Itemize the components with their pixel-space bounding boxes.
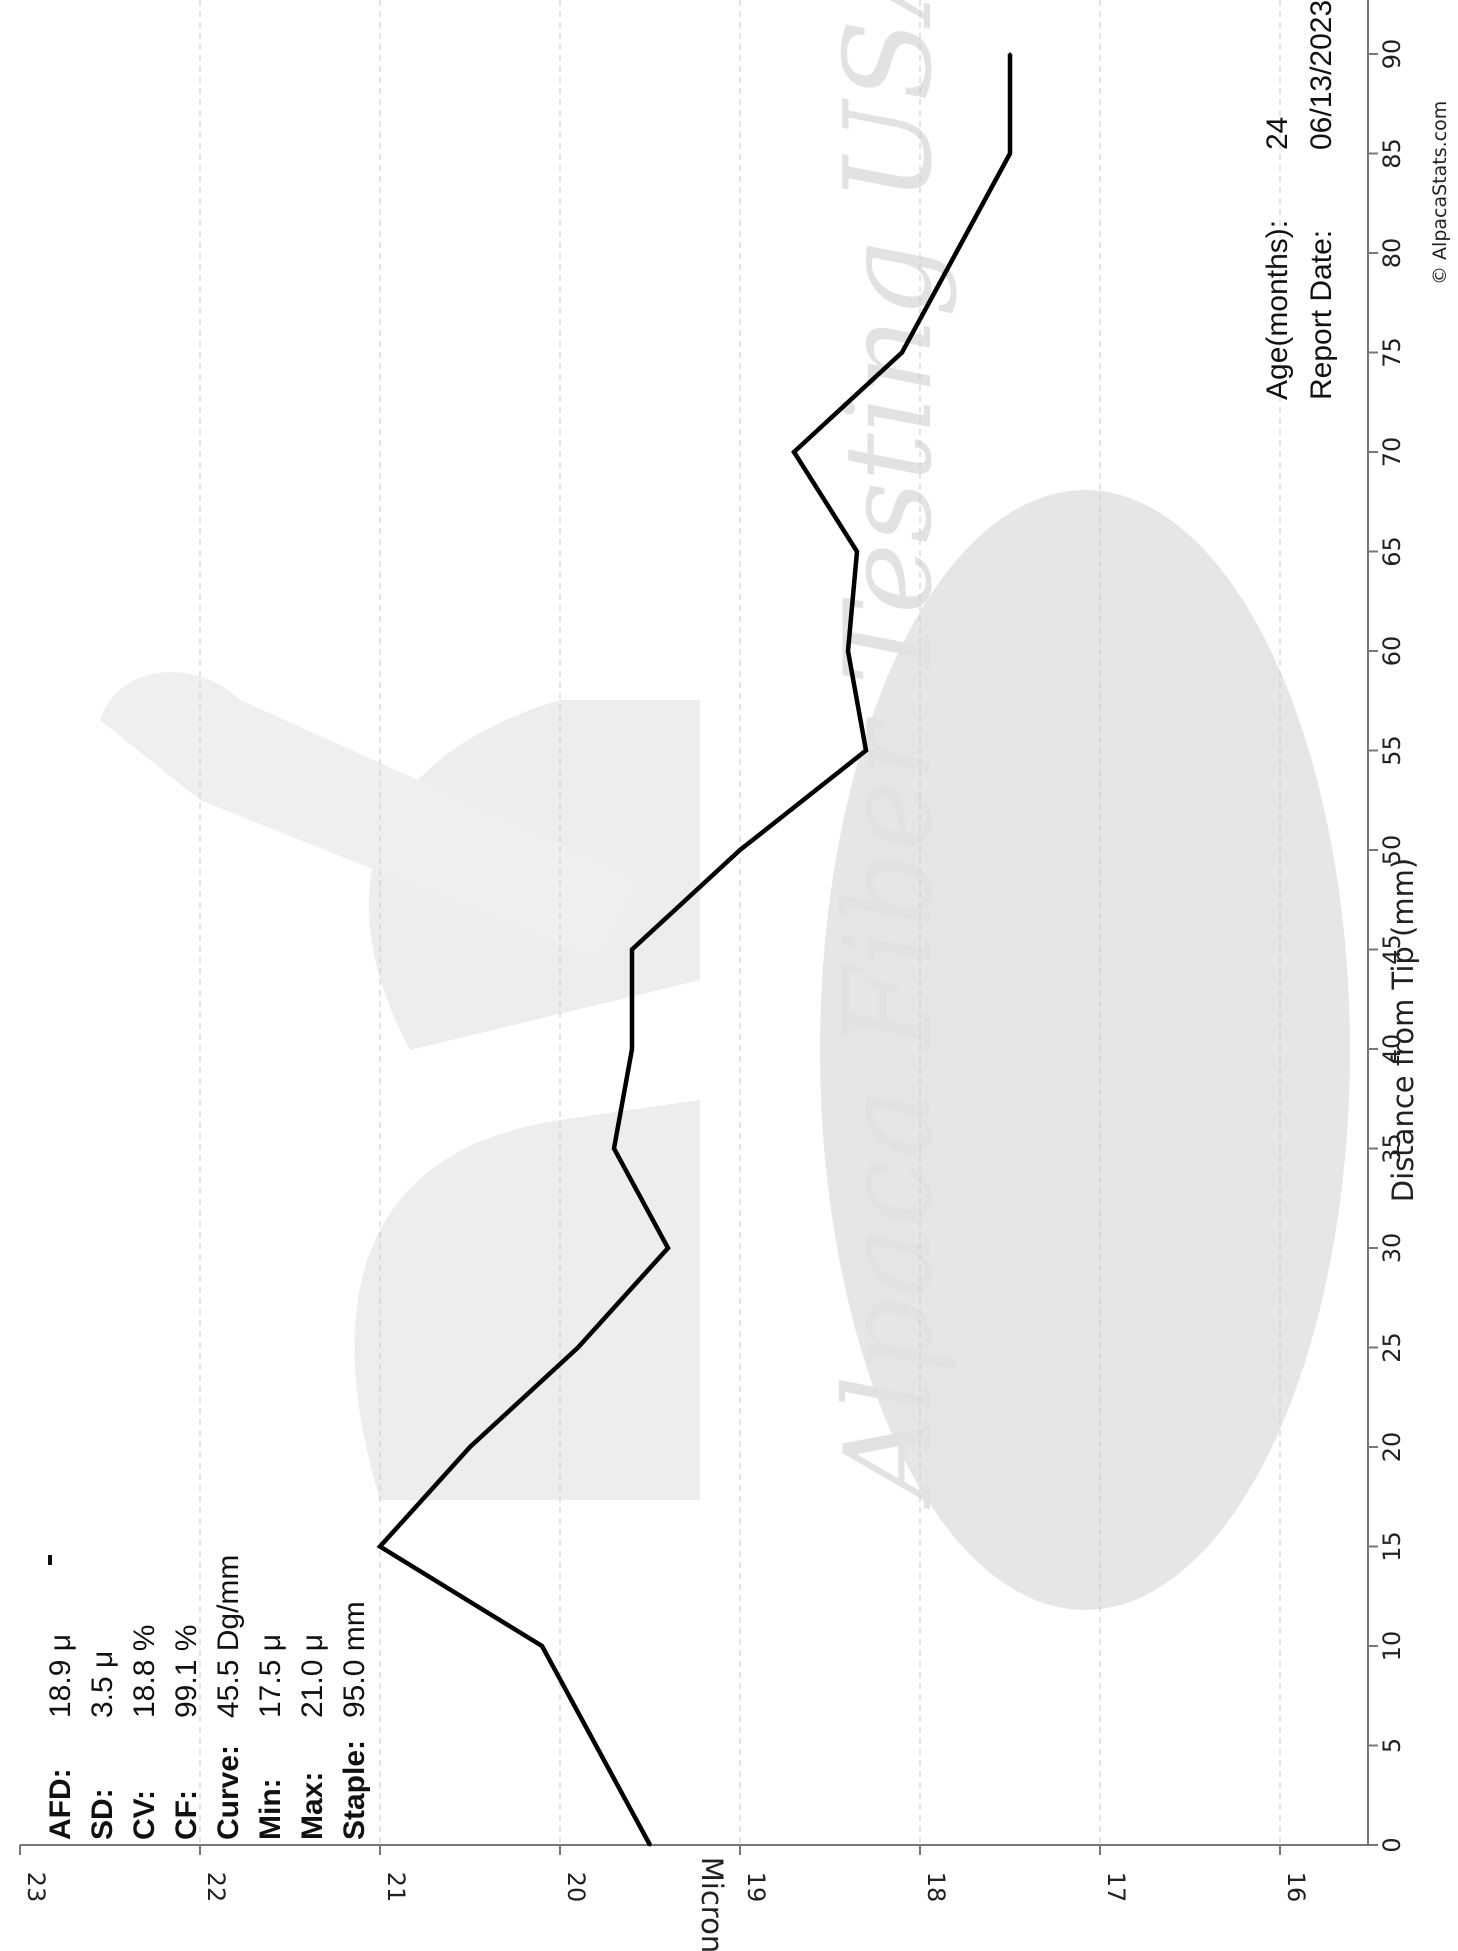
micron-tick-label: 16 (1282, 1872, 1310, 1903)
stat-key: Min: (254, 1778, 287, 1840)
distance-tick-label: 65 (1378, 536, 1406, 567)
distance-tick-label: 85 (1378, 138, 1406, 169)
data-point (612, 1147, 616, 1150)
copyright-text: © AlpacaStats.com (1429, 101, 1451, 285)
data-point (630, 948, 634, 951)
distance-tick-label: 50 (1378, 835, 1406, 866)
distance-tick-label: 55 (1378, 735, 1406, 766)
micron-tick-label: 20 (562, 1872, 590, 1903)
micron-tick-label: 17 (1102, 1872, 1130, 1903)
data-point (846, 649, 850, 653)
stat-key: Staple: (338, 1740, 371, 1840)
stat-value: 17.5 μ (254, 1634, 287, 1718)
stat-value: 99.1 % (170, 1625, 203, 1718)
distance-tick-label: 75 (1378, 337, 1406, 368)
distance-axis-title: Distance from Tip (mm) (1386, 858, 1420, 1202)
stat-value: 95.0 mm (338, 1601, 371, 1718)
micron-tick-label: 22 (202, 1872, 230, 1903)
data-point (540, 1644, 544, 1648)
micron-tick-label: 19 (742, 1872, 770, 1903)
distance-tick-label: 40 (1378, 1034, 1406, 1065)
distance-tick-label: 90 (1378, 39, 1406, 70)
data-point (900, 351, 904, 354)
stat-value: 3.5 μ (86, 1651, 119, 1718)
distance-tick-label: 10 (1378, 1631, 1406, 1662)
stat-key: CV: (128, 1790, 161, 1840)
report-date-label: Report Date: (1305, 230, 1338, 400)
stat-key: Max: (296, 1772, 329, 1840)
distance-tick-label: 60 (1378, 636, 1406, 667)
watermark: Alpaca Fiber Testing USA (100, 0, 1350, 1610)
micron-ticks: 16 17 18 19 20 21 22 23 (19, 1845, 1310, 1903)
data-point (855, 550, 859, 553)
stat-key: SD: (86, 1788, 119, 1840)
distance-ticks: 0 5 10 15 20 25 30 35 40 45 50 55 60 65 70 75 80 85 90 (1368, 39, 1406, 1853)
report-header: Age(months): 24 Report Date: 06/13/2023 (1261, 0, 1338, 400)
data-point (1008, 152, 1012, 155)
stat-value: 18.9 μ (44, 1634, 77, 1718)
stat-value: 18.8 % (128, 1625, 161, 1718)
cutoff-text-fragment (48, 1555, 52, 1565)
watermark-text: Alpaca Fiber Testing USA (820, 0, 959, 1510)
micron-tick-label: 21 (382, 1872, 410, 1903)
micron-tick-label: 23 (22, 1872, 50, 1903)
data-point (594, 1744, 598, 1747)
micron-tick-label: 18 (922, 1872, 950, 1903)
stat-key: Curve: (212, 1745, 245, 1840)
report-date-value: 06/13/2023 (1305, 0, 1338, 150)
distance-tick-label: 25 (1378, 1332, 1406, 1363)
data-point (630, 1047, 634, 1051)
watermark-alpaca-leg (354, 1100, 700, 1500)
data-point (792, 450, 796, 454)
distance-tick-label: 5 (1378, 1738, 1406, 1753)
distance-tick-label: 35 (1378, 1133, 1406, 1164)
data-point (954, 251, 958, 255)
stat-value: 21.0 μ (296, 1634, 329, 1718)
watermark-alpaca-neck (100, 672, 640, 960)
data-point (864, 749, 868, 752)
distance-tick-label: 20 (1378, 1432, 1406, 1463)
data-point (666, 1246, 670, 1250)
stat-key: AFD: (44, 1768, 77, 1840)
micron-axis-title: Micron (695, 1857, 729, 1951)
data-point (576, 1346, 580, 1349)
watermark-alpaca-body (820, 490, 1350, 1610)
series-points (378, 52, 1012, 1847)
distance-tick-label: 0 (1378, 1837, 1406, 1852)
distance-tick-label: 30 (1378, 1233, 1406, 1264)
data-point (738, 848, 742, 852)
data-point (378, 1545, 382, 1548)
data-point (1008, 52, 1012, 56)
data-point (468, 1445, 472, 1449)
age-value: 24 (1261, 117, 1294, 150)
distance-tick-label: 15 (1378, 1531, 1406, 1562)
data-point (648, 1843, 652, 1847)
distance-tick-label: 70 (1378, 437, 1406, 468)
distance-tick-label: 80 (1378, 238, 1406, 269)
distance-tick-label: 45 (1378, 934, 1406, 965)
age-label: Age(months): (1261, 220, 1294, 400)
stats-block: AFD: 18.9 μ SD: 3.5 μ CV: 18.8 % CF: 99.1 % Curv… (44, 1555, 371, 1840)
stat-key: CF: (170, 1790, 203, 1840)
stat-value: 45.5 Dg/mm (212, 1555, 245, 1718)
